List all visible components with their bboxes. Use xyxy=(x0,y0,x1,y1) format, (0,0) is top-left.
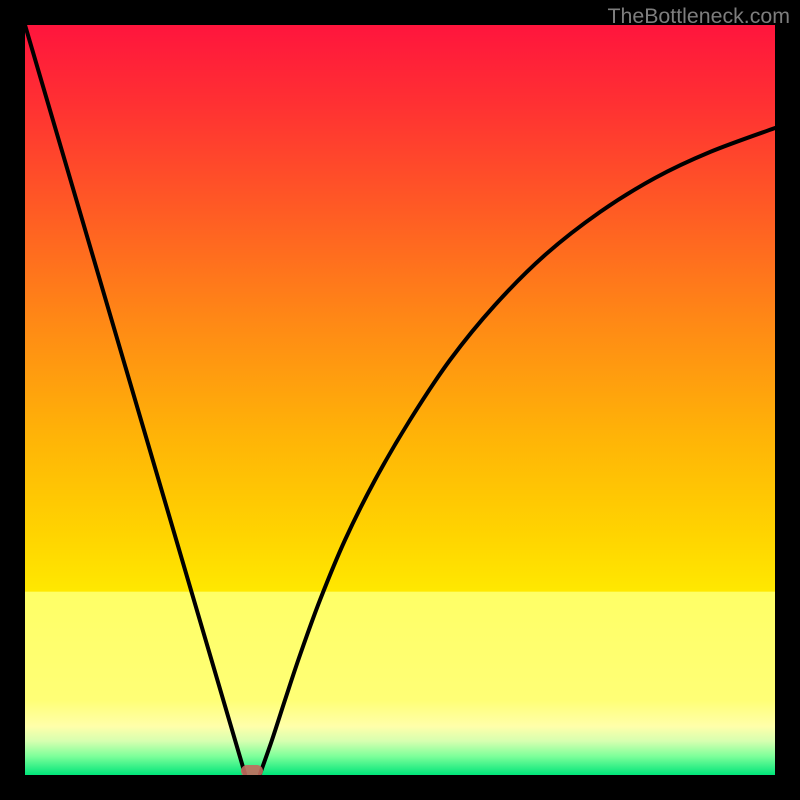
chart-plot-area xyxy=(25,25,775,775)
chart-stage: TheBottleneck.com xyxy=(0,0,800,800)
chart-svg xyxy=(0,0,800,800)
